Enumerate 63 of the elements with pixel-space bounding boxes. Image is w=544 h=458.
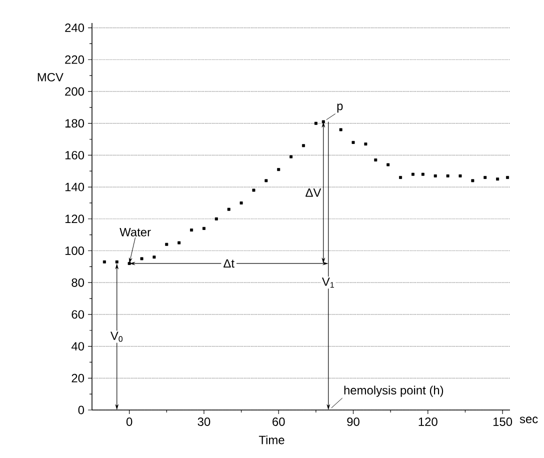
x-axis-title: Time (258, 435, 284, 444)
y-tick-label: 120 (65, 214, 84, 224)
point (496, 178, 500, 181)
point (364, 142, 368, 146)
y-tick-label: 240 (65, 24, 84, 32)
point (302, 144, 305, 148)
y-tick-label: 220 (65, 55, 84, 64)
y-tick-label: 180 (65, 119, 84, 128)
point (434, 174, 437, 178)
point (322, 120, 325, 124)
point (140, 257, 144, 260)
point (386, 163, 390, 166)
annotation: V$_{0}$ (110, 332, 123, 342)
y-tick-label: 20 (72, 374, 84, 382)
point (277, 168, 280, 172)
point (458, 174, 462, 178)
annotation: Water (120, 228, 151, 236)
point (374, 158, 378, 162)
x-tick-label: 60 (272, 418, 285, 426)
point (399, 176, 402, 179)
point (471, 179, 474, 182)
point (411, 172, 414, 176)
point (202, 226, 206, 230)
annotation: V$_{1}$ (322, 278, 334, 288)
point (115, 260, 118, 264)
point (227, 208, 230, 211)
point (178, 241, 181, 244)
annotation: hemolysis point (h) (344, 386, 444, 397)
y-tick-label: 40 (71, 342, 84, 351)
point (190, 228, 194, 232)
y-tick-label: 140 (65, 182, 84, 192)
point (484, 176, 487, 179)
y-tick-label: 100 (65, 246, 84, 255)
point (352, 140, 355, 144)
annotation: ΔV (306, 188, 322, 197)
point (506, 176, 510, 179)
y-tick-label: 60 (72, 310, 84, 319)
point (165, 242, 168, 246)
x-tick-label: 150 (493, 418, 512, 426)
y-axis-title: MCV (38, 72, 64, 82)
annotation: p (337, 104, 343, 113)
x-tick-label: 30 (198, 418, 210, 426)
annotation: Δt (224, 259, 234, 268)
y-tick-label: 160 (65, 150, 84, 160)
y-tick-label: 200 (65, 87, 84, 96)
point (252, 188, 256, 192)
point (128, 262, 131, 265)
point (240, 201, 243, 204)
point (152, 256, 156, 259)
point (421, 172, 424, 176)
point (314, 122, 318, 125)
point (264, 179, 268, 182)
point (446, 174, 450, 178)
point (214, 217, 218, 220)
x-tick-label: 120 (418, 418, 438, 426)
y-tick-label: 0 (78, 406, 84, 414)
y-tick-label: 80 (72, 278, 84, 287)
x-tick-label: 0 (126, 418, 132, 426)
point (290, 155, 293, 158)
point (339, 128, 342, 132)
x-tick-label: 90 (347, 418, 360, 426)
point (102, 260, 106, 264)
text: sec (520, 416, 538, 424)
